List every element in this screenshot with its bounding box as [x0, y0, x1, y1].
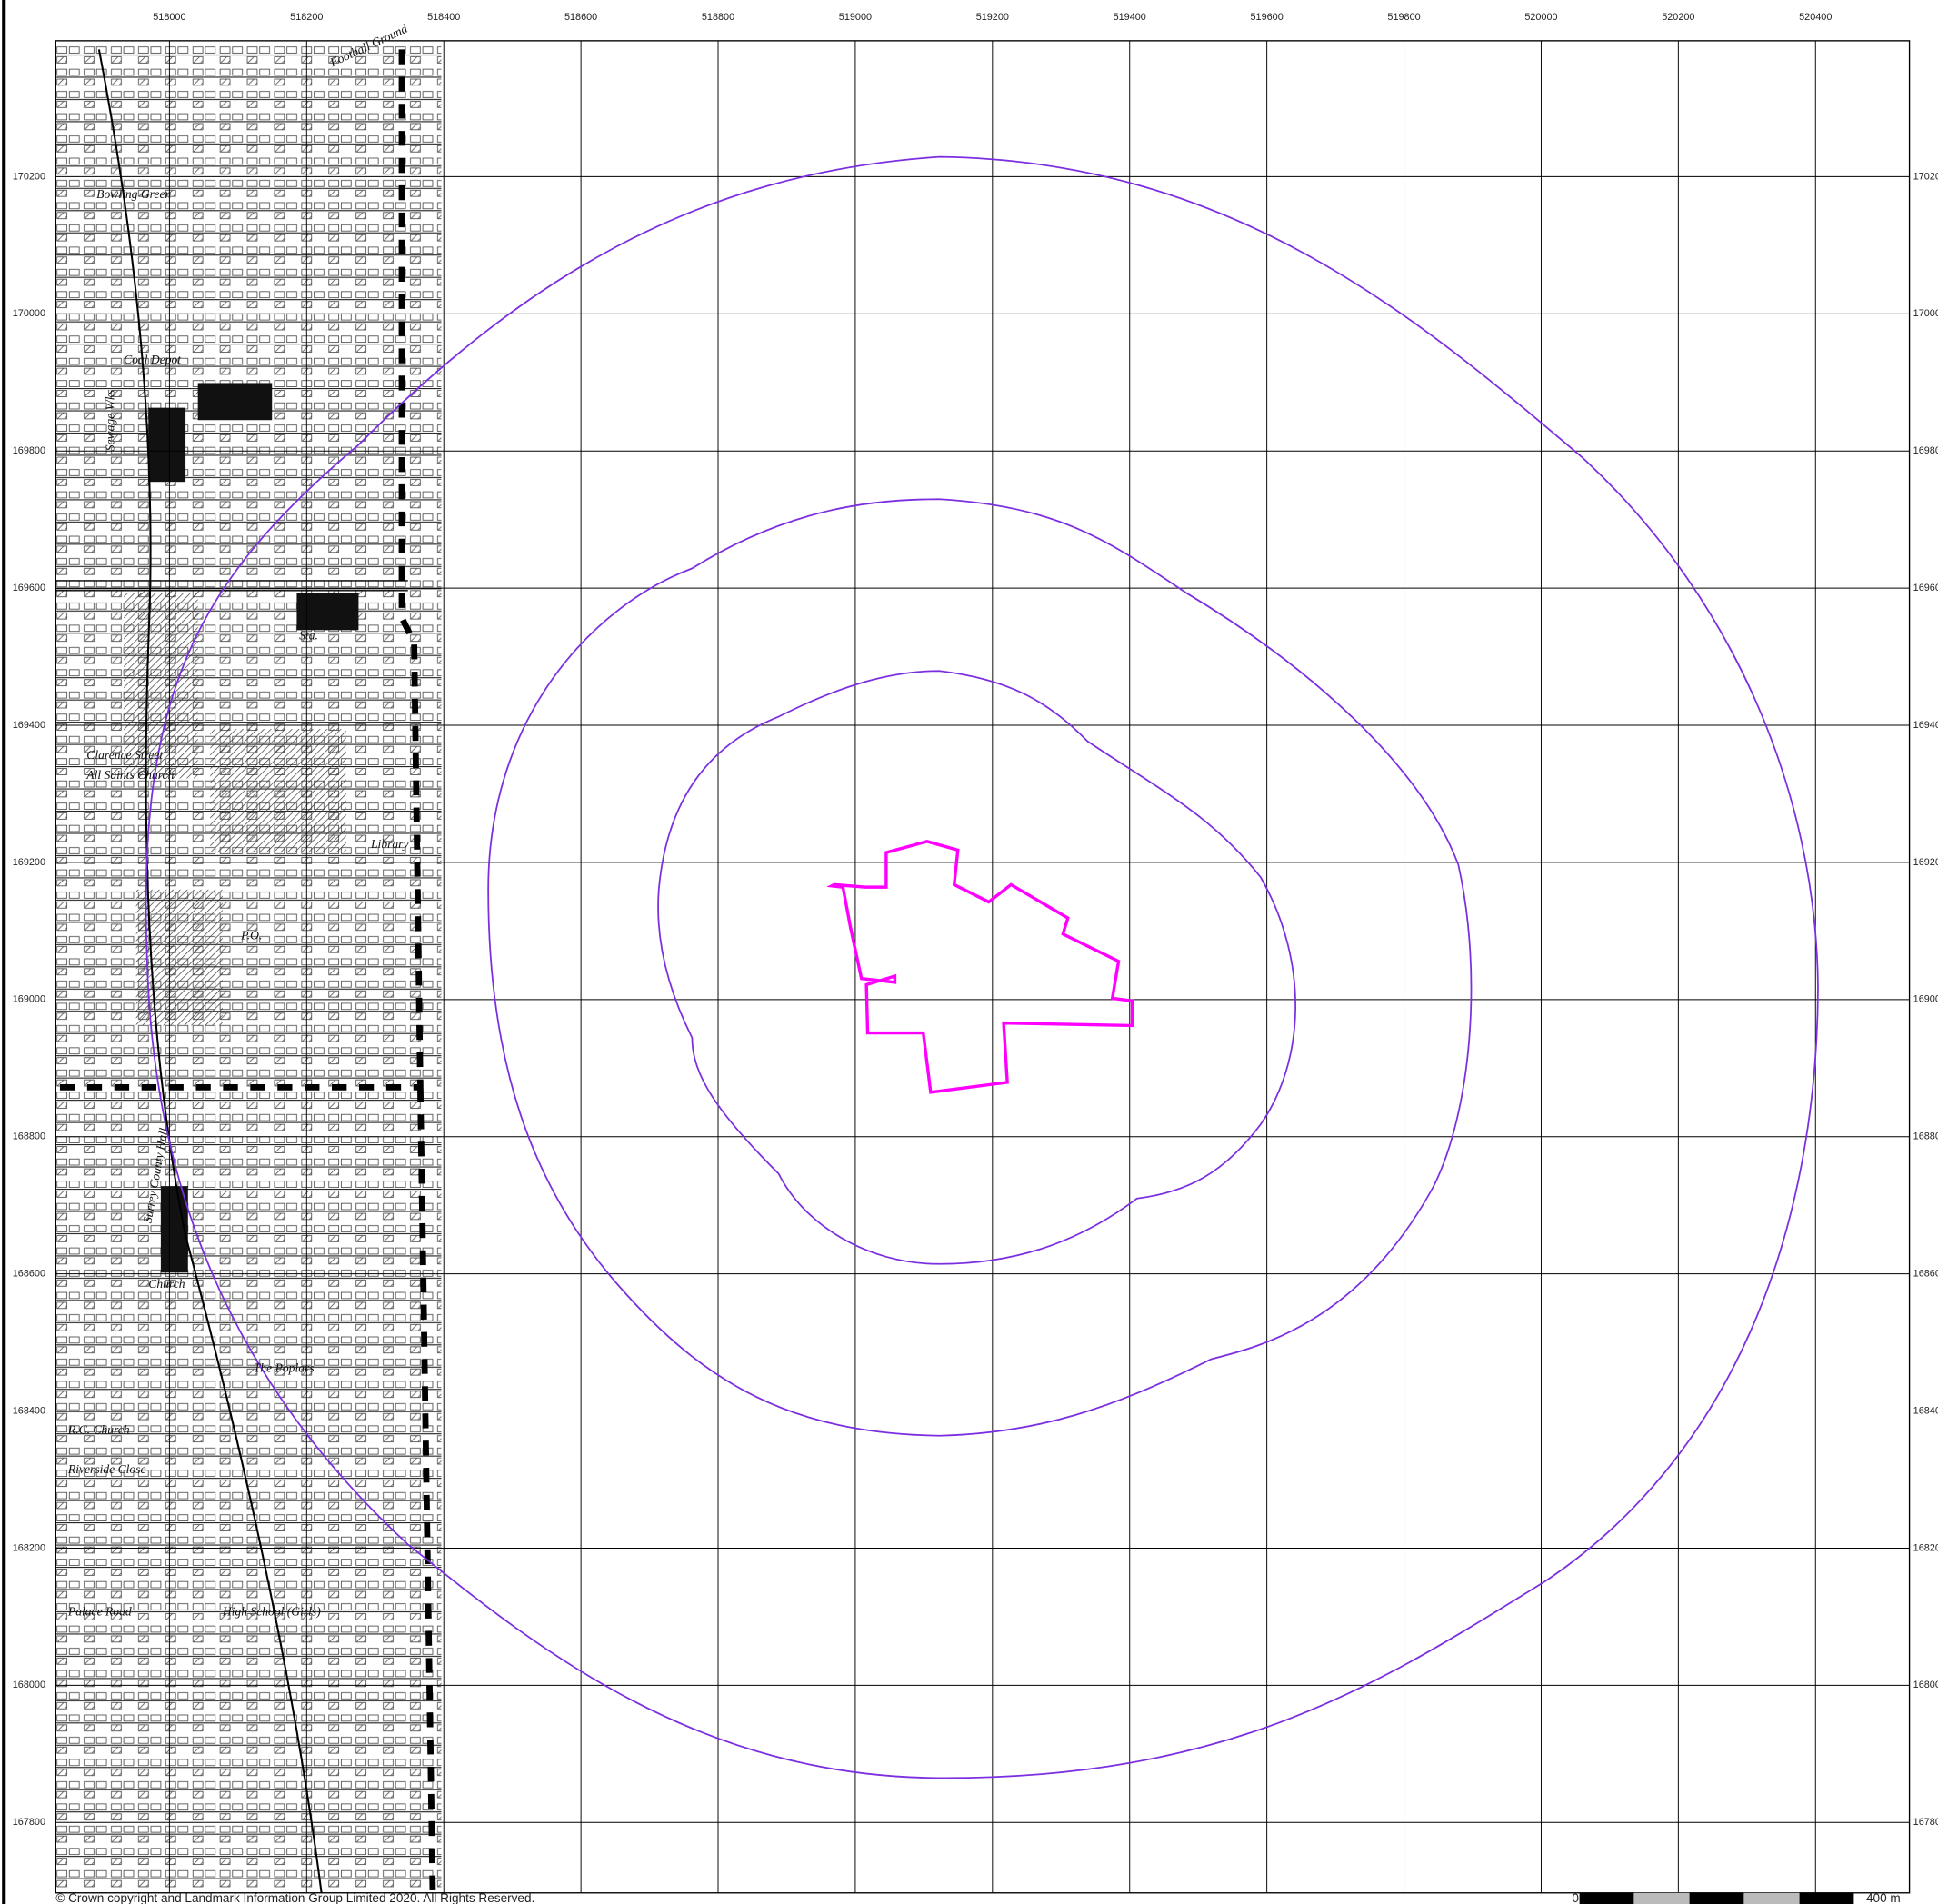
map-label: Coal Depot [124, 353, 182, 366]
easting-label: 518600 [564, 12, 597, 23]
map-label: Church [148, 1277, 185, 1291]
scale-start: 0 [1572, 1891, 1579, 1904]
northing-label: 168800 [1913, 1131, 1938, 1142]
map-label: All Saints Church [85, 768, 174, 782]
scale-segment [1799, 1892, 1854, 1904]
easting-label: 518000 [153, 12, 185, 23]
northing-label: 168400 [1913, 1405, 1938, 1416]
northing-label: 169800 [1913, 445, 1938, 456]
scale-end: 400 m [1866, 1891, 1901, 1904]
map-label: Bowling Green [96, 187, 171, 201]
easting-label: 520200 [1662, 12, 1694, 23]
map-label: Sta. [299, 628, 318, 642]
easting-label: 518200 [290, 12, 323, 23]
northing-label: 170200 [1913, 171, 1938, 182]
map-building [197, 383, 273, 421]
map-building [124, 593, 198, 779]
northing-label: 168000 [13, 1680, 45, 1690]
map-railway [55, 580, 408, 592]
map-building [148, 407, 186, 483]
northing-label: 169200 [1913, 857, 1938, 868]
copyright: © Crown copyright and Landmark Informati… [55, 1891, 534, 1904]
northing-label: 170200 [13, 171, 45, 182]
map-road [97, 49, 323, 1893]
map-label: Riverside Close [67, 1462, 146, 1476]
northing-label: 168600 [13, 1269, 45, 1280]
northing-label: 168600 [1913, 1269, 1938, 1280]
easting-label: 519800 [1387, 12, 1420, 23]
easting-label: 518800 [702, 12, 734, 23]
northing-label: 168200 [1913, 1542, 1938, 1553]
map-label: R.C. Church [67, 1422, 130, 1436]
buffer-ring-middle [487, 498, 1473, 1437]
northing-label: 167800 [13, 1817, 45, 1828]
easting-label: 518400 [427, 12, 460, 23]
map-label: P.O. [240, 929, 262, 942]
northing-label: 168400 [13, 1405, 45, 1416]
northing-label: 169000 [1913, 994, 1938, 1005]
easting-label: 520400 [1799, 12, 1832, 23]
easting-label: 519000 [839, 12, 872, 23]
map-building [210, 729, 346, 853]
scale-bar: 0 400 m [1572, 1891, 1901, 1904]
northing-label: 169200 [13, 857, 45, 868]
northing-label: 169000 [13, 994, 45, 1005]
buffer-rings [145, 155, 1819, 1779]
map-building [296, 593, 359, 631]
scale-segment [1743, 1892, 1800, 1904]
northing-label: 169600 [1913, 583, 1938, 593]
northing-label: 169400 [1913, 720, 1938, 731]
easting-label: 520000 [1524, 12, 1557, 23]
map-label: Sewage Wks [104, 390, 117, 452]
map-tile [55, 40, 442, 1893]
easting-label: 519400 [1114, 12, 1146, 23]
northing-label: 170000 [1913, 308, 1938, 319]
buffer-ring-inner [657, 670, 1296, 1265]
map-label: High School (Girls) [222, 1604, 321, 1619]
scale-segment [1689, 1892, 1744, 1904]
site-boundary [826, 840, 1134, 1094]
northing-label: 167800 [1913, 1817, 1938, 1828]
map-frame [55, 40, 1911, 1894]
northing-label: 169600 [13, 583, 45, 593]
map-label: The Poplars [254, 1361, 315, 1374]
northing-label: 168000 [1913, 1680, 1938, 1690]
map-label: Clarence Street [86, 748, 164, 762]
northing-label: 168200 [13, 1542, 45, 1553]
easting-label: 519600 [1251, 12, 1284, 23]
scale-segment [1633, 1892, 1690, 1904]
northing-label: 169400 [13, 720, 45, 731]
northing-label: 170000 [13, 308, 45, 319]
northing-label: 168800 [13, 1131, 45, 1142]
buffer-ring-outer [145, 155, 1819, 1779]
map-label: Library [370, 837, 409, 851]
northing-label: 169800 [13, 445, 45, 456]
easting-label: 519200 [976, 12, 1009, 23]
map-label: Palace Road [67, 1604, 132, 1618]
scale-segment [1579, 1892, 1634, 1904]
